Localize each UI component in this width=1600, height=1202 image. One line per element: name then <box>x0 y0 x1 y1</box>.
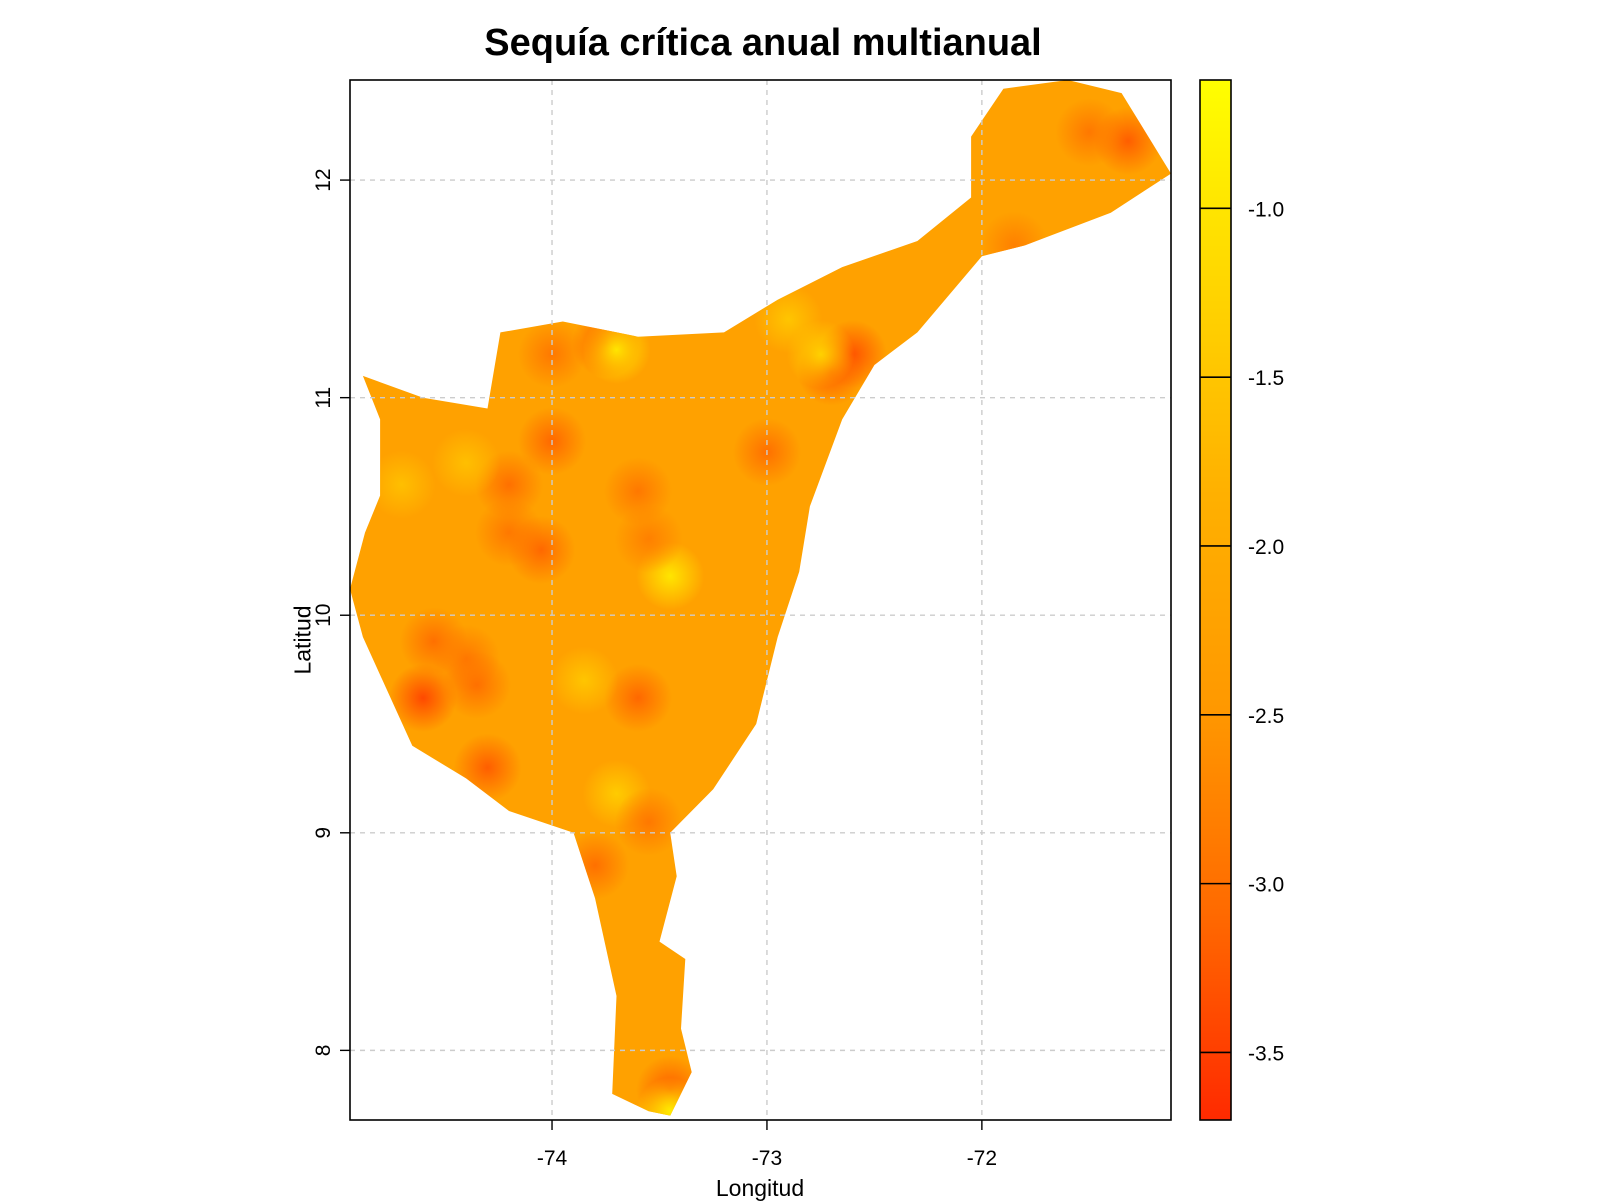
drought-point <box>980 211 1049 280</box>
x-tick-label: -73 <box>752 1147 782 1170</box>
y-tick-label: 9 <box>312 827 335 839</box>
drought-point <box>561 831 630 900</box>
drought-point <box>582 315 651 384</box>
x-axis-label: Longitud <box>715 1175 805 1201</box>
drought-point <box>550 646 619 715</box>
y-tick-label: 11 <box>312 387 335 409</box>
x-tick-label: -72 <box>967 1147 997 1170</box>
drought-point <box>614 505 683 574</box>
chart-title: Sequía crítica anual multianual <box>484 22 1042 64</box>
drought-surface <box>350 80 1171 1116</box>
colorbar-tick-label: -1.0 <box>1248 198 1284 221</box>
colorbar-tick-label: -2.0 <box>1248 536 1284 559</box>
axes: -74 -73 -72 8 9 10 11 12 <box>312 168 997 1170</box>
drought-point <box>603 663 672 732</box>
colorbar-tick-label: -3.0 <box>1248 874 1284 897</box>
plot-frame <box>349 79 1172 1121</box>
colorbar-ticks: -1.0 -1.5 -2.0 -2.5 -3.0 -3.5 <box>1200 198 1284 1065</box>
drought-point <box>432 428 501 497</box>
drought-point <box>754 285 823 354</box>
drought-point <box>614 787 683 856</box>
drought-point <box>636 1077 705 1116</box>
y-axis-label: Latitud <box>289 605 316 675</box>
colorbar-tick-label: -2.5 <box>1248 705 1284 728</box>
y-tick-label: 10 <box>312 604 335 627</box>
drought-point <box>442 650 511 719</box>
y-tick-label: 12 <box>312 168 335 191</box>
drought-point <box>389 663 458 732</box>
drought-point <box>367 450 436 519</box>
colorbar-tick-label: -1.5 <box>1248 367 1284 390</box>
drought-point <box>507 515 576 584</box>
colorbar-tick-label: -3.5 <box>1248 1042 1284 1065</box>
y-tick-label: 8 <box>312 1045 335 1057</box>
surface-background <box>350 80 1171 1116</box>
x-tick-label: -74 <box>537 1147 568 1170</box>
drought-point <box>453 733 522 802</box>
colorbar <box>1199 79 1232 1121</box>
grid <box>350 80 1171 1120</box>
drought-point <box>1055 98 1124 167</box>
